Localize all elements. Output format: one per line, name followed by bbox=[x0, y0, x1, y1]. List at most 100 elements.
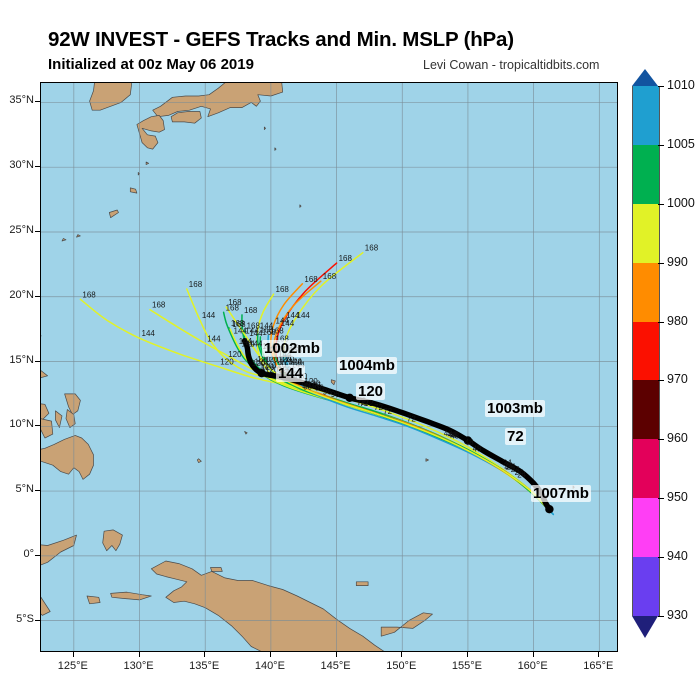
lat-label: 35°N bbox=[9, 94, 34, 107]
colorbar-tick bbox=[658, 498, 664, 500]
svg-text:24: 24 bbox=[505, 463, 514, 472]
mean-hour-annotation: 72 bbox=[505, 428, 526, 445]
svg-text:168: 168 bbox=[232, 320, 246, 329]
lon-label: 155°E bbox=[451, 660, 482, 672]
page-subtitle: Initialized at 00z May 06 2019 bbox=[48, 56, 254, 73]
ocean-background bbox=[41, 83, 617, 651]
svg-text:48: 48 bbox=[448, 430, 457, 439]
svg-text:144: 144 bbox=[207, 334, 221, 343]
colorbar-band[interactable] bbox=[632, 144, 660, 204]
svg-text:120: 120 bbox=[265, 355, 279, 364]
colorbar-tick bbox=[658, 380, 664, 382]
svg-text:72: 72 bbox=[407, 415, 416, 424]
mean-track-layer bbox=[241, 338, 554, 514]
lat-label: 15°N bbox=[9, 353, 34, 366]
svg-text:120: 120 bbox=[255, 358, 269, 367]
lat-label: 0° bbox=[23, 547, 34, 560]
svg-text:144: 144 bbox=[234, 327, 248, 336]
svg-text:24: 24 bbox=[517, 470, 526, 479]
svg-text:120: 120 bbox=[304, 377, 318, 386]
colorbar-label: 930 bbox=[667, 608, 688, 622]
colorbar-label: 980 bbox=[667, 313, 688, 328]
svg-text:24: 24 bbox=[511, 465, 520, 474]
svg-text:96: 96 bbox=[312, 381, 321, 390]
svg-text:168: 168 bbox=[189, 280, 203, 289]
colorbar-band[interactable] bbox=[632, 203, 660, 263]
colorbar-tick bbox=[658, 203, 664, 205]
svg-text:120: 120 bbox=[260, 362, 274, 371]
colorbar-tick bbox=[658, 439, 664, 441]
svg-text:120: 120 bbox=[289, 358, 303, 367]
svg-text:72: 72 bbox=[383, 407, 392, 416]
lon-tick bbox=[335, 652, 337, 657]
colorbar-label: 950 bbox=[667, 490, 688, 505]
mslp-annotation: 1002mb bbox=[262, 340, 322, 357]
colorbar-label: 940 bbox=[667, 549, 688, 564]
colorbar-band[interactable] bbox=[632, 262, 660, 322]
svg-text:144: 144 bbox=[202, 311, 216, 320]
svg-text:120: 120 bbox=[257, 355, 271, 364]
lat-label: 30°N bbox=[9, 159, 34, 172]
colorbar-cap-bottom-icon bbox=[632, 616, 658, 638]
svg-text:168: 168 bbox=[82, 290, 96, 299]
colorbar-band[interactable] bbox=[632, 498, 660, 558]
attribution-credit: Levi Cowan - tropicaltidbits.com bbox=[423, 58, 600, 72]
colorbar-label: 1000 bbox=[667, 195, 695, 210]
lon-tick bbox=[532, 652, 534, 657]
lat-tick bbox=[35, 230, 40, 232]
svg-text:144: 144 bbox=[260, 321, 274, 330]
svg-text:168: 168 bbox=[304, 275, 318, 284]
svg-text:120: 120 bbox=[265, 366, 279, 375]
colorbar-label: 960 bbox=[667, 431, 688, 446]
svg-text:144: 144 bbox=[286, 311, 300, 320]
lon-label: 125°E bbox=[57, 660, 88, 672]
svg-text:144: 144 bbox=[281, 319, 295, 328]
colorbar-band[interactable] bbox=[632, 439, 660, 499]
svg-text:168: 168 bbox=[270, 327, 284, 336]
colorbar-cap-top-icon bbox=[632, 69, 658, 86]
colorbar-label: 990 bbox=[667, 254, 688, 269]
colorbar-tick bbox=[658, 144, 664, 146]
svg-text:24: 24 bbox=[507, 463, 516, 472]
svg-text:168: 168 bbox=[152, 301, 166, 310]
svg-text:144: 144 bbox=[249, 329, 263, 338]
lat-label: 5°S bbox=[16, 612, 34, 625]
mean-hour-annotation: 144 bbox=[276, 365, 306, 382]
colorbar-band[interactable] bbox=[632, 86, 660, 145]
svg-text:168: 168 bbox=[276, 334, 290, 343]
svg-text:120: 120 bbox=[278, 355, 292, 364]
lon-tick bbox=[138, 652, 140, 657]
lon-label: 130°E bbox=[123, 660, 154, 672]
colorbar-band[interactable] bbox=[632, 557, 660, 616]
svg-text:96: 96 bbox=[323, 388, 332, 397]
svg-text:96: 96 bbox=[302, 381, 311, 390]
svg-text:48: 48 bbox=[444, 429, 453, 438]
lon-label: 165°E bbox=[583, 660, 614, 672]
colorbar-band[interactable] bbox=[632, 380, 660, 440]
lon-tick bbox=[72, 652, 74, 657]
svg-text:144: 144 bbox=[249, 340, 263, 349]
colorbar-label: 970 bbox=[667, 372, 688, 387]
mslp-colorbar[interactable]: 1010 1005 1000 990 980 970 960 950 940 930 bbox=[632, 69, 695, 638]
svg-text:168: 168 bbox=[276, 285, 290, 294]
svg-text:96: 96 bbox=[315, 384, 324, 393]
svg-text:168: 168 bbox=[260, 325, 274, 334]
lat-tick bbox=[35, 425, 40, 427]
lat-tick bbox=[35, 295, 40, 297]
lon-tick bbox=[269, 652, 271, 657]
svg-text:168: 168 bbox=[244, 306, 258, 315]
svg-text:72: 72 bbox=[357, 397, 366, 406]
svg-text:168: 168 bbox=[323, 272, 337, 281]
colorbar-tick bbox=[658, 262, 664, 264]
colorbar-label: 1005 bbox=[667, 136, 695, 151]
map-panel[interactable]: 7212014416824961201441684812014416872120… bbox=[40, 82, 618, 652]
colorbar-band[interactable] bbox=[632, 321, 660, 381]
svg-text:48: 48 bbox=[449, 430, 458, 439]
colorbar-tick bbox=[658, 321, 664, 323]
svg-text:144: 144 bbox=[291, 360, 305, 369]
svg-text:168: 168 bbox=[262, 328, 276, 337]
colorbar-label: 1010 bbox=[667, 78, 695, 92]
lat-label: 20°N bbox=[9, 288, 34, 301]
svg-text:120: 120 bbox=[261, 363, 275, 372]
svg-text:168: 168 bbox=[228, 298, 242, 307]
